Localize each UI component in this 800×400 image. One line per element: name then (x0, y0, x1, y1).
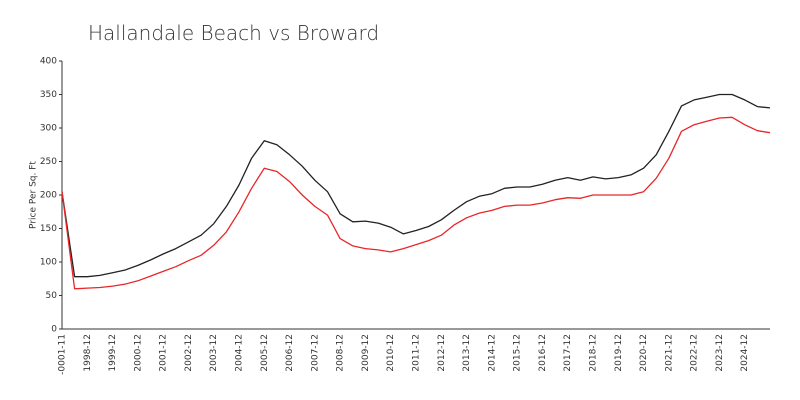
y-tick-label: 0 (51, 325, 57, 335)
x-tick-label: 1998-12 (83, 334, 93, 372)
x-tick-label: 2024-12 (740, 334, 750, 372)
y-tick-label: 50 (46, 291, 58, 301)
y-axis-label: Price Per Sq. Ft (29, 161, 39, 229)
y-tick-label: 350 (40, 90, 57, 100)
x-tick-label: 2006-12 (285, 334, 295, 372)
line-series (61, 93, 771, 278)
x-tick-label: 1999-12 (108, 334, 118, 372)
y-tick-label: 250 (40, 157, 57, 167)
x-tick-label: 2023-12 (715, 334, 725, 372)
y-tick-label: 400 (40, 57, 57, 67)
x-tick-label: 2016-12 (538, 334, 548, 372)
x-tick-label: 2022-12 (690, 334, 700, 372)
y-tick-label: 200 (40, 191, 57, 201)
x-tick-label: 2013-12 (462, 334, 472, 372)
x-tick-label: 2020-12 (639, 334, 649, 372)
y-tick-label: 100 (40, 258, 57, 268)
x-tick-label: 2005-12 (260, 334, 270, 372)
x-tick-label: 2000-12 (133, 334, 143, 372)
line-series (61, 116, 771, 290)
x-tick-label: 2010-12 (386, 334, 396, 372)
x-tick-label: 2007-12 (310, 334, 320, 372)
x-tick-label: 2019-12 (614, 334, 624, 372)
x-tick-label: 2017-12 (563, 334, 573, 372)
x-tick-label: 2003-12 (209, 334, 219, 372)
x-tick-label: 2009-12 (361, 334, 371, 372)
x-tick-label: 2015-12 (513, 334, 523, 372)
x-tick-label: -0001-11 (58, 334, 68, 375)
x-tick-label: 2004-12 (235, 334, 245, 372)
x-tick-label: 2001-12 (159, 334, 169, 372)
x-tick-label: 2021-12 (664, 334, 674, 372)
x-tick-label: 2008-12 (336, 334, 346, 372)
y-tick-label: 300 (40, 124, 57, 134)
x-tick-label: 2011-12 (412, 334, 422, 372)
x-tick-label: 2018-12 (589, 334, 599, 372)
chart-title: Hallandale Beach vs Broward (88, 21, 379, 45)
x-tick-label: 2002-12 (184, 334, 194, 372)
y-tick-label: 150 (40, 224, 57, 234)
x-tick-label: 2012-12 (437, 334, 447, 372)
x-tick-label: 2014-12 (487, 334, 497, 372)
